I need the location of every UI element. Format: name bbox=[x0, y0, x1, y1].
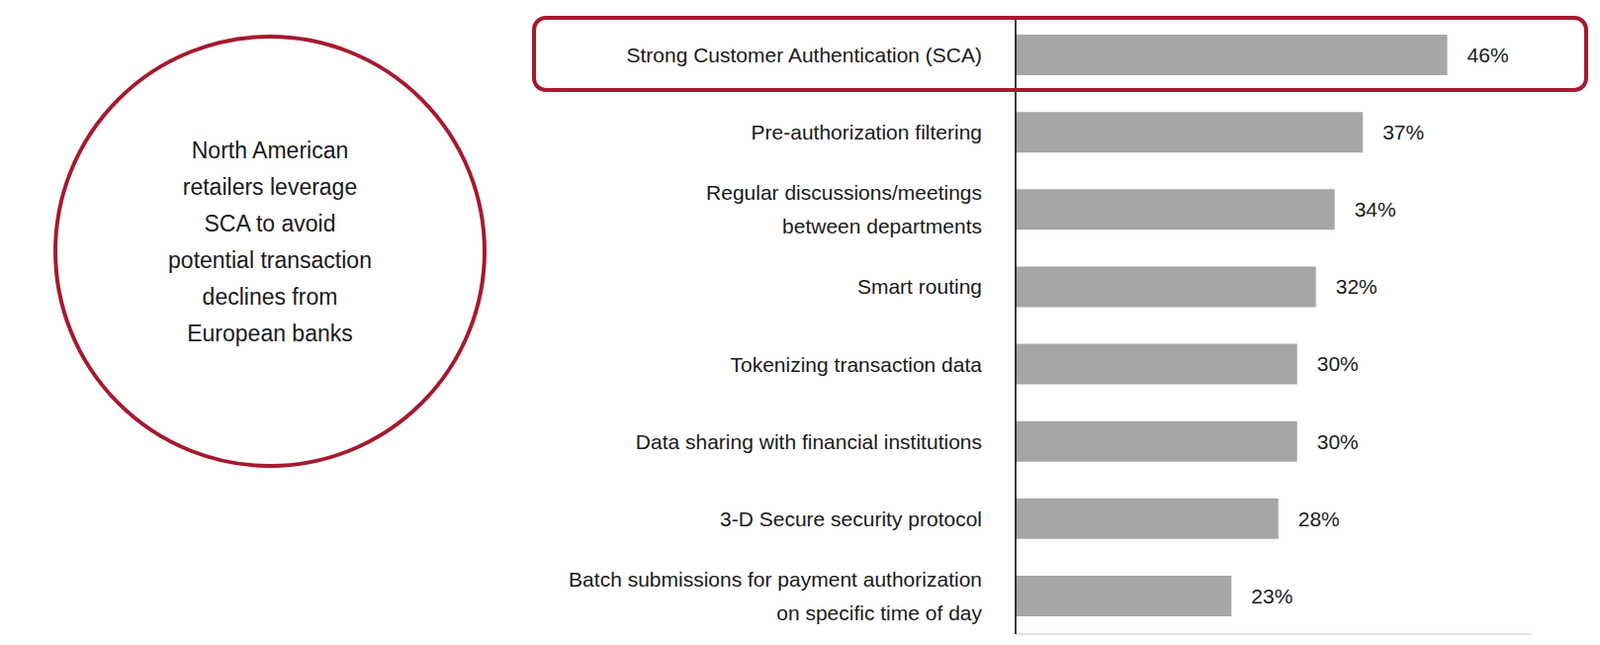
svg-text:34%: 34% bbox=[1354, 197, 1397, 221]
svg-text:Data sharing with financial in: Data sharing with financial institutions bbox=[635, 429, 982, 452]
html-text:North American retailers lever: North American retailers leverage SCA to… bbox=[168, 137, 372, 347]
svg-text:Smart routing: Smart routing bbox=[857, 274, 982, 298]
svg-text:Batch submissions for payment: Batch submissions for payment authorizat… bbox=[568, 566, 982, 623]
svg-text:37%: 37% bbox=[1382, 120, 1424, 144]
svg-text:28%: 28% bbox=[1298, 507, 1340, 531]
svg-text:Strong Customer Authentication: Strong Customer Authentication (SCA) bbox=[625, 43, 982, 67]
svg-text:Tokenizing transaction data: Tokenizing transaction data bbox=[730, 352, 983, 375]
svg-text:30%: 30% bbox=[1317, 430, 1359, 453]
svg-text:Pre-authorization filtering: Pre-authorization filtering bbox=[751, 120, 982, 144]
svg-text:46%: 46% bbox=[1467, 43, 1510, 67]
svg-text:30%: 30% bbox=[1317, 352, 1359, 375]
svg-text:23%: 23% bbox=[1250, 584, 1293, 608]
svg-text:3-D Secure security protocol: 3-D Secure security protocol bbox=[719, 506, 982, 530]
svg-text:32%: 32% bbox=[1335, 274, 1378, 298]
svg-text:Regular discussions/meetingsbe: Regular discussions/meetingsbetween depa… bbox=[706, 180, 982, 238]
